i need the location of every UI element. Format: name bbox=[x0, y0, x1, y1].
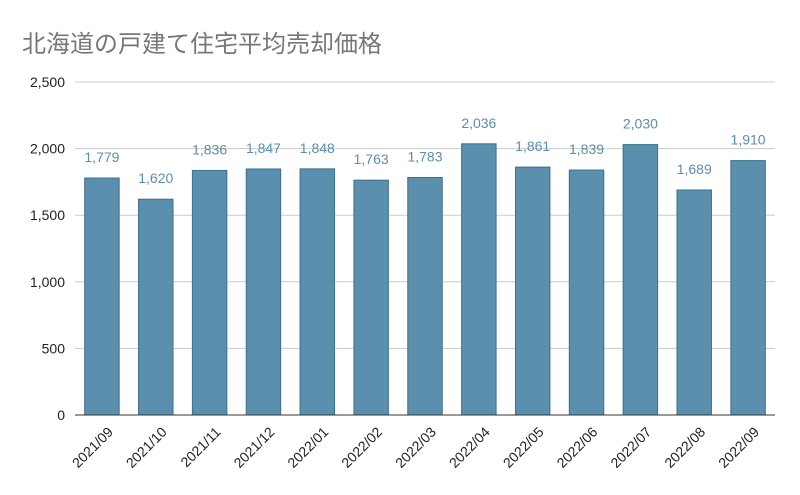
x-tick-label: 2022/05 bbox=[500, 424, 547, 471]
data-label: 1,836 bbox=[192, 141, 227, 157]
data-label: 1,839 bbox=[569, 141, 604, 157]
x-tick-label: 2021/12 bbox=[230, 424, 277, 471]
bar bbox=[138, 198, 174, 416]
bar bbox=[514, 166, 551, 416]
x-tick-label: 2022/06 bbox=[553, 424, 600, 471]
bar bbox=[191, 169, 228, 416]
x-tick-label: 2021/10 bbox=[123, 424, 170, 471]
x-tick-label: 2022/09 bbox=[715, 424, 762, 471]
x-tick-label: 2021/09 bbox=[69, 424, 116, 471]
x-tick-label: 2022/08 bbox=[661, 424, 708, 471]
x-axis-ticks: 2021/09 2021/10 2021/11 2021/12 2022/01 2022/… bbox=[69, 424, 762, 471]
data-label: 1,779 bbox=[84, 149, 119, 165]
data-label: 1,763 bbox=[354, 151, 389, 167]
data-label: 1,861 bbox=[515, 138, 550, 154]
chart-title: 北海道の戸建て住宅平均売却価格 bbox=[22, 30, 382, 58]
x-tick-label: 2022/04 bbox=[446, 424, 493, 471]
data-label: 2,030 bbox=[623, 116, 658, 132]
y-tick-label: 2,000 bbox=[30, 141, 65, 157]
bar bbox=[461, 143, 497, 416]
bar bbox=[299, 168, 336, 416]
data-label: 1,620 bbox=[138, 170, 173, 186]
bar bbox=[730, 160, 766, 416]
y-tick-label: 0 bbox=[57, 407, 65, 423]
bar bbox=[353, 179, 389, 416]
bar bbox=[676, 189, 712, 416]
x-tick-label: 2022/02 bbox=[338, 424, 385, 471]
bar bbox=[568, 169, 605, 416]
bars bbox=[84, 143, 766, 416]
data-label: 2,036 bbox=[461, 115, 496, 131]
x-tick-label: 2022/07 bbox=[607, 424, 654, 471]
data-label: 1,847 bbox=[246, 140, 281, 156]
data-label: 1,848 bbox=[300, 140, 335, 156]
bar bbox=[84, 177, 120, 416]
data-labels: 1,779 1,620 1,836 1,847 1,848 1,763 1,783 2,036… bbox=[84, 115, 765, 186]
y-tick-label: 2,500 bbox=[30, 74, 65, 90]
bar bbox=[245, 168, 282, 416]
x-tick-label: 2022/01 bbox=[284, 424, 331, 471]
x-tick-label: 2021/11 bbox=[177, 424, 224, 471]
y-axis-ticks: 0 500 1,000 1,500 2,000 2,500 bbox=[30, 74, 65, 423]
data-label: 1,783 bbox=[407, 149, 442, 165]
bar bbox=[407, 177, 443, 416]
y-tick-label: 1,000 bbox=[30, 274, 65, 290]
y-tick-label: 1,500 bbox=[30, 207, 65, 223]
data-label: 1,689 bbox=[677, 161, 712, 177]
bar bbox=[622, 144, 659, 416]
x-tick-label: 2022/03 bbox=[392, 424, 439, 471]
y-tick-label: 500 bbox=[42, 340, 66, 356]
data-label: 1,910 bbox=[731, 132, 766, 148]
